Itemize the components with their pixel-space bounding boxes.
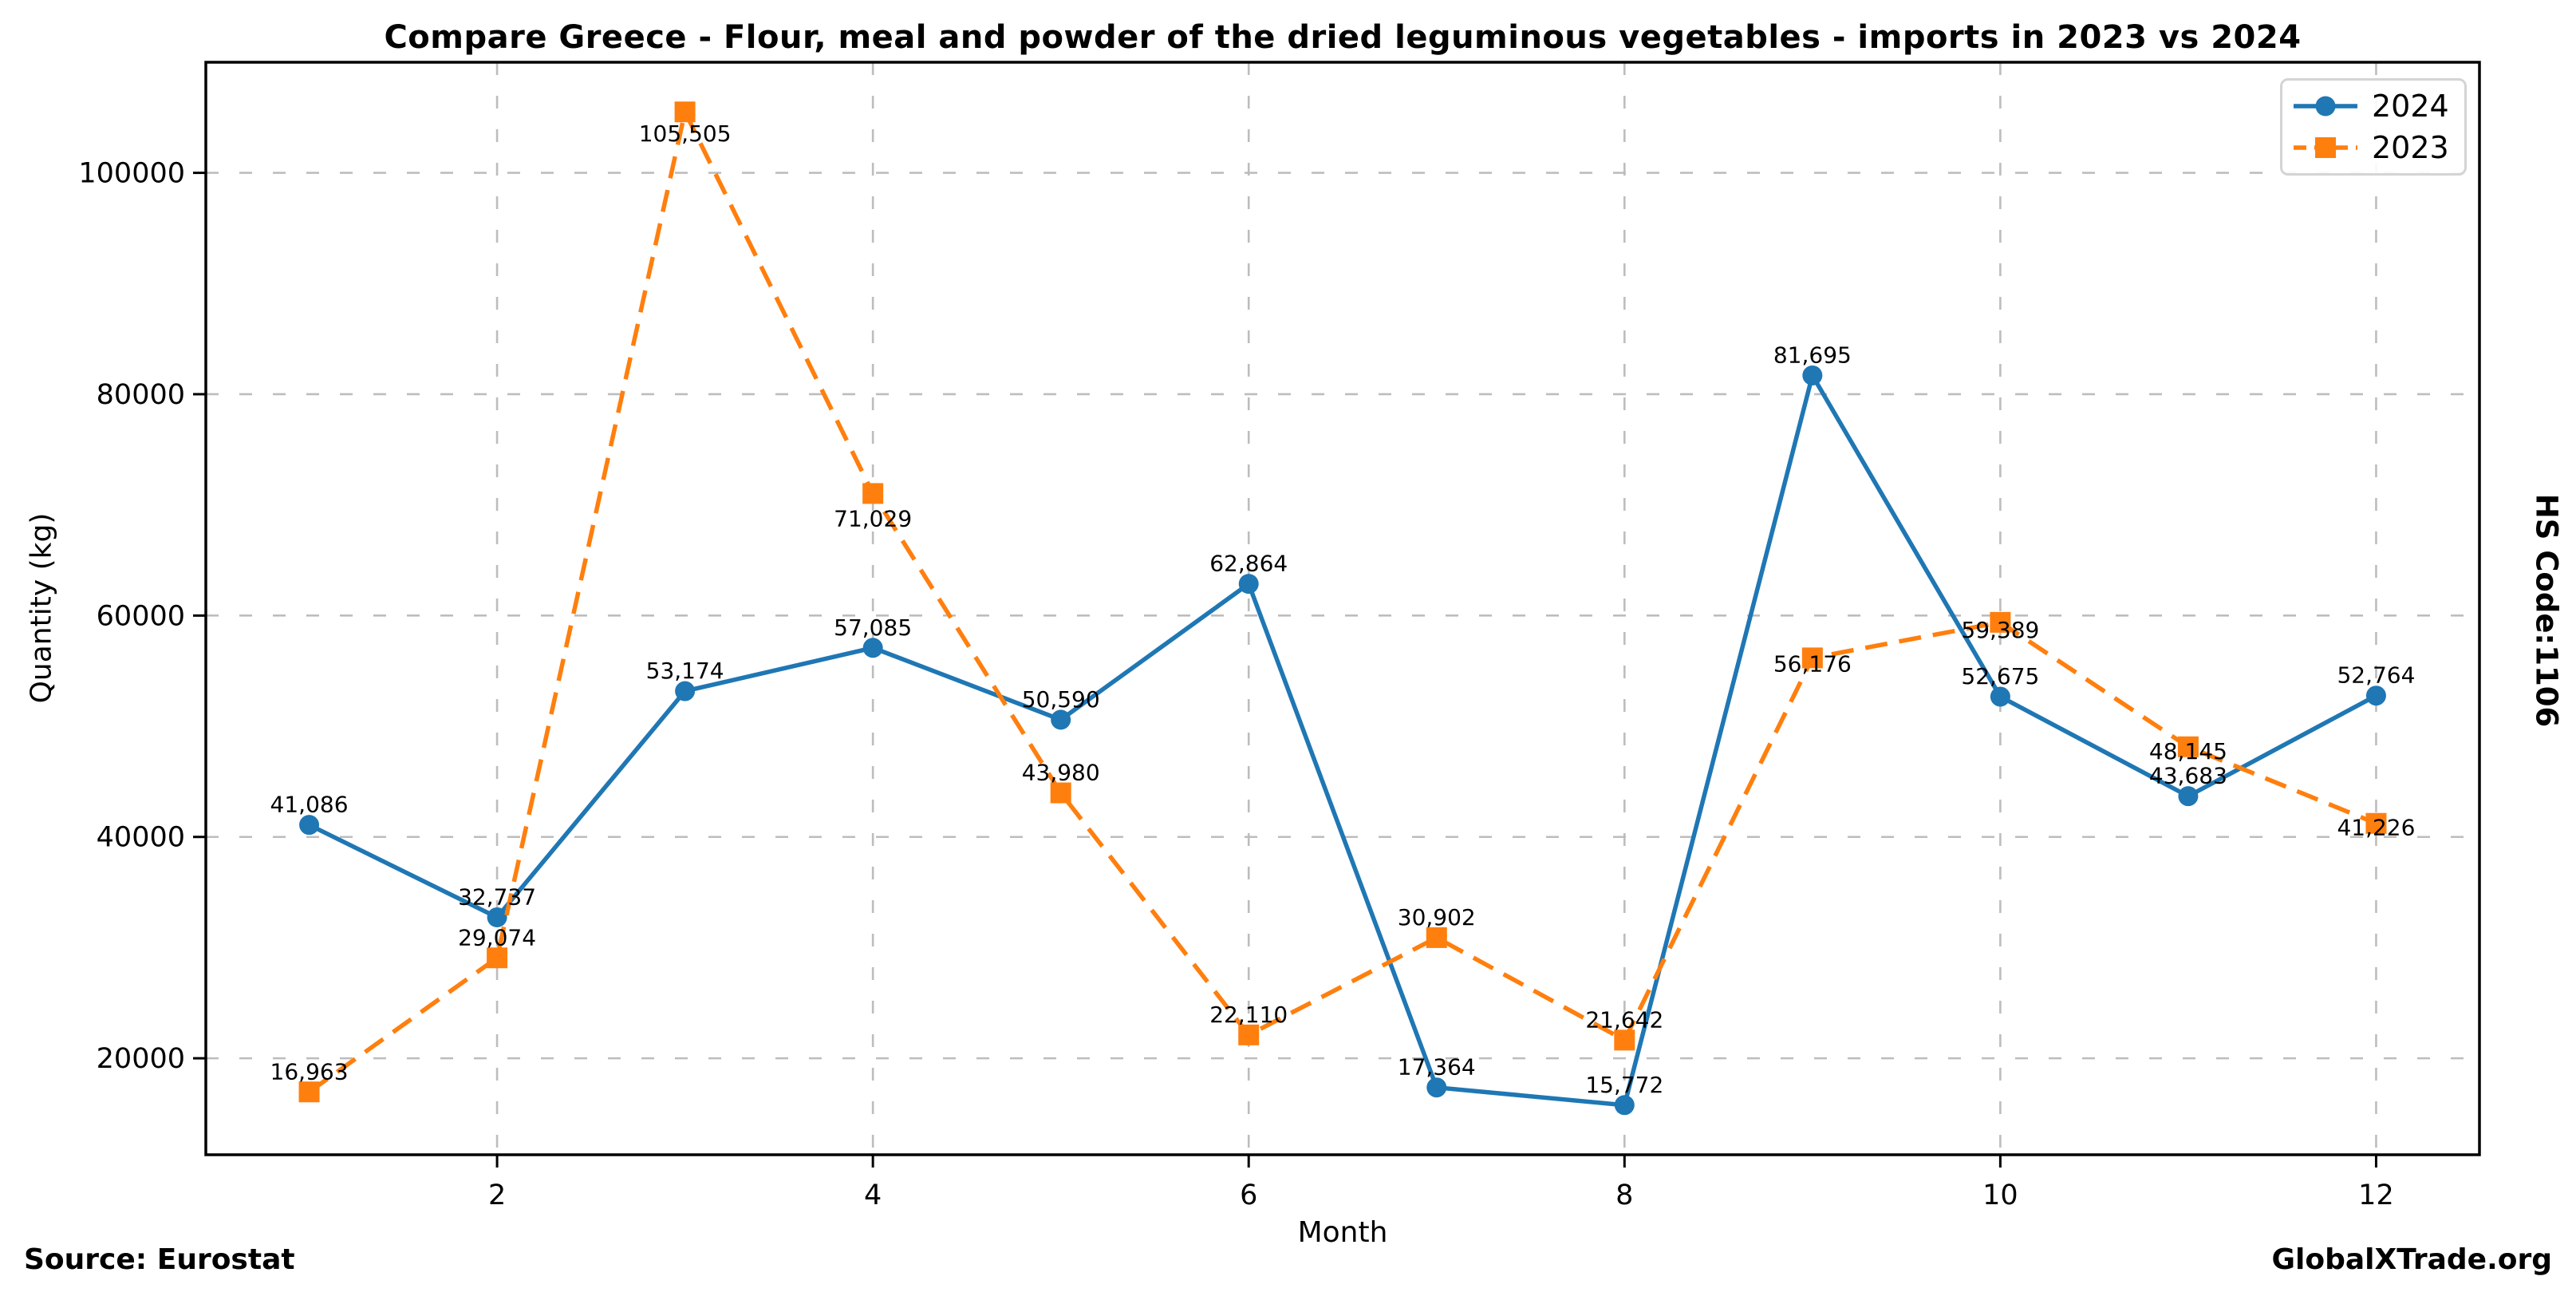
data-point-label: 57,085 [834, 614, 912, 641]
data-point-label: 53,174 [646, 658, 724, 684]
data-point-label: 29,074 [458, 924, 536, 950]
hs-code-label: HS Code:1106 [2529, 493, 2564, 728]
data-point-marker [487, 947, 508, 969]
data-point-label: 43,683 [2149, 763, 2227, 789]
data-point-label: 81,695 [1773, 342, 1852, 368]
data-point-marker [1238, 574, 1259, 595]
data-point-label: 43,980 [1022, 760, 1100, 786]
x-axis-title: Month [1297, 1216, 1388, 1249]
data-point-label: 32,737 [458, 883, 536, 910]
data-point-label: 50,590 [1022, 686, 1100, 713]
data-point-label: 17,364 [1398, 1054, 1476, 1081]
data-point-marker [862, 483, 884, 504]
data-point-marker [2365, 812, 2387, 834]
y-tick-label: 80000 [97, 379, 185, 411]
data-point-marker [1614, 1095, 1635, 1116]
data-point-marker [299, 815, 320, 836]
legend-marker-square [2315, 137, 2336, 158]
y-tick-label: 20000 [97, 1043, 185, 1075]
source-credit: Source: Eurostat [24, 1243, 295, 1276]
data-point-marker [1801, 647, 1823, 669]
data-point-label: 52,675 [1961, 663, 2039, 689]
plot-frame [204, 61, 2481, 1156]
data-point-label: 22,110 [1209, 1002, 1288, 1028]
data-point-marker [2178, 786, 2199, 807]
data-point-label: 30,902 [1398, 904, 1476, 931]
data-point-label: 15,772 [1585, 1072, 1663, 1098]
data-point-label: 105,505 [639, 121, 732, 147]
legend-marker-circle [2315, 96, 2336, 117]
data-point-marker [1614, 1029, 1635, 1051]
data-point-label: 59,389 [1961, 617, 2039, 643]
legend-item-2024: 2024 [2292, 91, 2455, 121]
legend: 2024 2023 [2280, 78, 2467, 176]
data-point-marker [487, 907, 507, 927]
x-tick-label: 2 [488, 1179, 506, 1211]
brand-credit: GlobalXTrade.org [2271, 1243, 2552, 1276]
y-tick-label: 100000 [78, 158, 185, 190]
data-point-marker [1802, 365, 1823, 385]
series-line-2024 [308, 369, 2377, 1108]
x-tick-label: 6 [1240, 1179, 1257, 1211]
chart-title: Compare Greece - Flour, meal and powder … [384, 19, 2302, 56]
data-point-label: 41,086 [270, 792, 349, 818]
data-point-label: 56,176 [1773, 650, 1852, 677]
series-line-2023 [307, 105, 2377, 1094]
data-point-marker [1990, 686, 2010, 707]
data-point-marker [674, 101, 696, 123]
data-point-marker [298, 1081, 320, 1103]
x-tick-label: 10 [1982, 1179, 2018, 1211]
data-point-marker [1238, 1024, 1260, 1045]
legend-item-2023: 2023 [2292, 132, 2455, 163]
data-point-label: 21,642 [1585, 1006, 1663, 1033]
y-tick-label: 60000 [97, 600, 185, 632]
data-point-label: 41,226 [2337, 815, 2415, 841]
legend-swatch-2024 [2294, 96, 2357, 117]
legend-swatch-2023 [2294, 137, 2357, 158]
legend-label: 2024 [2372, 89, 2449, 124]
data-point-label: 16,963 [270, 1058, 349, 1085]
data-point-label: 71,029 [834, 505, 912, 531]
data-point-marker [1050, 782, 1071, 804]
x-tick-label: 8 [1615, 1179, 1633, 1211]
data-point-label: 62,864 [1209, 551, 1288, 577]
legend-label: 2023 [2372, 130, 2449, 165]
data-point-marker [862, 638, 883, 658]
data-point-marker [1426, 927, 1447, 948]
data-point-marker [675, 681, 696, 701]
x-tick-label: 4 [864, 1179, 882, 1211]
data-point-marker [1990, 611, 2011, 633]
y-axis-title: Quantity (kg) [25, 512, 58, 704]
y-tick-label: 40000 [97, 822, 185, 854]
data-point-label: 48,145 [2149, 738, 2227, 765]
data-point-marker [2365, 686, 2386, 706]
data-point-label: 52,764 [2337, 662, 2415, 689]
data-point-marker [2177, 736, 2199, 757]
data-point-marker [1426, 1077, 1447, 1098]
data-point-marker [1051, 709, 1071, 730]
x-tick-label: 12 [2358, 1179, 2394, 1211]
